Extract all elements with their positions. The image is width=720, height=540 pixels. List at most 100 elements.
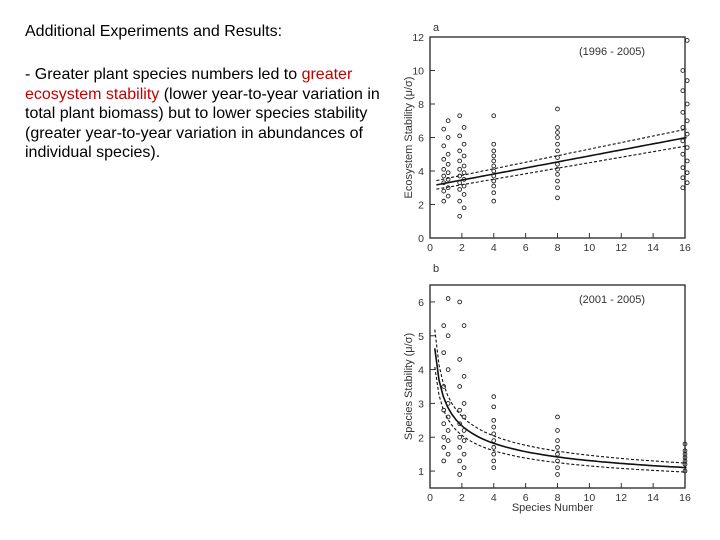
slide-paragraph: - Greater plant species numbers led to g… [25, 65, 380, 163]
panel-a-ticks: 0 2 4 6 8 10 12 14 16 0 2 4 6 8 10 12 [412, 32, 691, 254]
x-tick-label: 12 [615, 242, 627, 254]
x-tick-label: 6 [523, 492, 529, 504]
data-point [457, 180, 463, 186]
ci-upper-line [434, 329, 687, 464]
data-point [457, 187, 463, 192]
data-point [457, 198, 463, 204]
data-point [555, 148, 560, 154]
panel-a-label: a [433, 22, 440, 34]
data-point [445, 333, 451, 339]
data-point [457, 133, 463, 139]
data-point [441, 173, 447, 179]
data-point [555, 135, 560, 140]
data-point [682, 441, 688, 447]
data-point [491, 148, 497, 154]
data-point [445, 296, 451, 301]
data-point [491, 404, 497, 410]
data-point [491, 163, 497, 169]
data-point [457, 458, 463, 464]
data-point [461, 163, 467, 169]
data-point [680, 165, 686, 170]
data-point [445, 428, 451, 433]
data-point [680, 151, 686, 157]
x-tick-label: 10 [584, 492, 596, 504]
data-point [445, 118, 451, 124]
panel-b-y-axis-label: Species Stability (μ/σ) [403, 333, 415, 440]
data-point [441, 323, 447, 328]
paragraph-highlight: greater ecosystem stability [25, 66, 353, 103]
data-point [457, 173, 463, 179]
ci-upper-line [436, 128, 687, 182]
data-point [457, 407, 463, 413]
y-tick-label: 1 [418, 466, 424, 478]
data-point [491, 417, 497, 423]
data-point [457, 166, 463, 172]
data-point [461, 141, 467, 147]
panel-a-frame [429, 36, 686, 239]
data-point [491, 438, 497, 443]
data-point [555, 161, 560, 167]
data-point [680, 68, 686, 73]
data-point [555, 438, 560, 443]
data-point [461, 205, 467, 211]
y-tick-label: 4 [418, 166, 424, 178]
data-point [457, 113, 463, 119]
data-point [491, 153, 497, 159]
data-point [491, 173, 497, 179]
x-tick-label: 16 [679, 242, 691, 254]
y-tick-label: 6 [418, 297, 424, 309]
y-tick-label: 8 [418, 99, 424, 111]
panel-b-species-stability: b (2001 - 2005) Species Stability (μ/σ) … [403, 263, 691, 514]
y-tick-label: 3 [418, 398, 424, 410]
panel-b-period-annotation: (2001 - 2005) [579, 294, 645, 306]
data-point [555, 178, 560, 184]
data-point [684, 170, 690, 176]
data-point [491, 178, 497, 184]
data-point [555, 106, 560, 112]
x-tick-label: 4 [491, 242, 497, 254]
data-point [491, 183, 497, 189]
data-point [461, 401, 467, 406]
panel-b-label: b [433, 263, 439, 275]
data-point [441, 180, 447, 186]
data-point [441, 156, 447, 162]
data-point [445, 367, 451, 372]
data-point [555, 155, 560, 160]
data-point [680, 110, 686, 115]
data-point [491, 141, 497, 147]
data-point [461, 153, 467, 159]
panel-b-x-axis-label: Species Number [512, 502, 594, 514]
panel-b-points [441, 296, 688, 477]
y-tick-label: 5 [418, 331, 424, 343]
panel-a-fit-lines [436, 128, 687, 190]
y-tick-label: 4 [418, 365, 424, 377]
panel-a-points [441, 38, 690, 219]
data-point [461, 323, 467, 328]
data-point [491, 451, 497, 457]
data-point [555, 445, 560, 450]
paragraph-text-end: (lower year-to-year variation in total p… [25, 85, 380, 162]
data-point [441, 198, 447, 204]
data-point [457, 148, 463, 154]
data-point [491, 424, 497, 430]
data-point [441, 434, 447, 440]
x-tick-label: 2 [459, 492, 465, 504]
data-point [441, 350, 447, 356]
data-point [461, 374, 467, 379]
data-point [680, 125, 686, 130]
y-tick-label: 0 [418, 233, 424, 245]
data-point [457, 445, 463, 450]
data-point [555, 125, 560, 130]
data-point [461, 414, 467, 420]
y-tick-label: 6 [418, 133, 424, 145]
data-point [491, 190, 497, 196]
data-point [684, 158, 690, 164]
fit-line [436, 136, 687, 186]
data-point [555, 414, 560, 420]
panel-b-fit-lines [434, 329, 687, 473]
x-tick-label: 8 [555, 242, 561, 254]
data-point [445, 161, 451, 167]
data-point [555, 130, 560, 135]
x-tick-label: 14 [647, 242, 659, 254]
data-point [491, 465, 497, 471]
